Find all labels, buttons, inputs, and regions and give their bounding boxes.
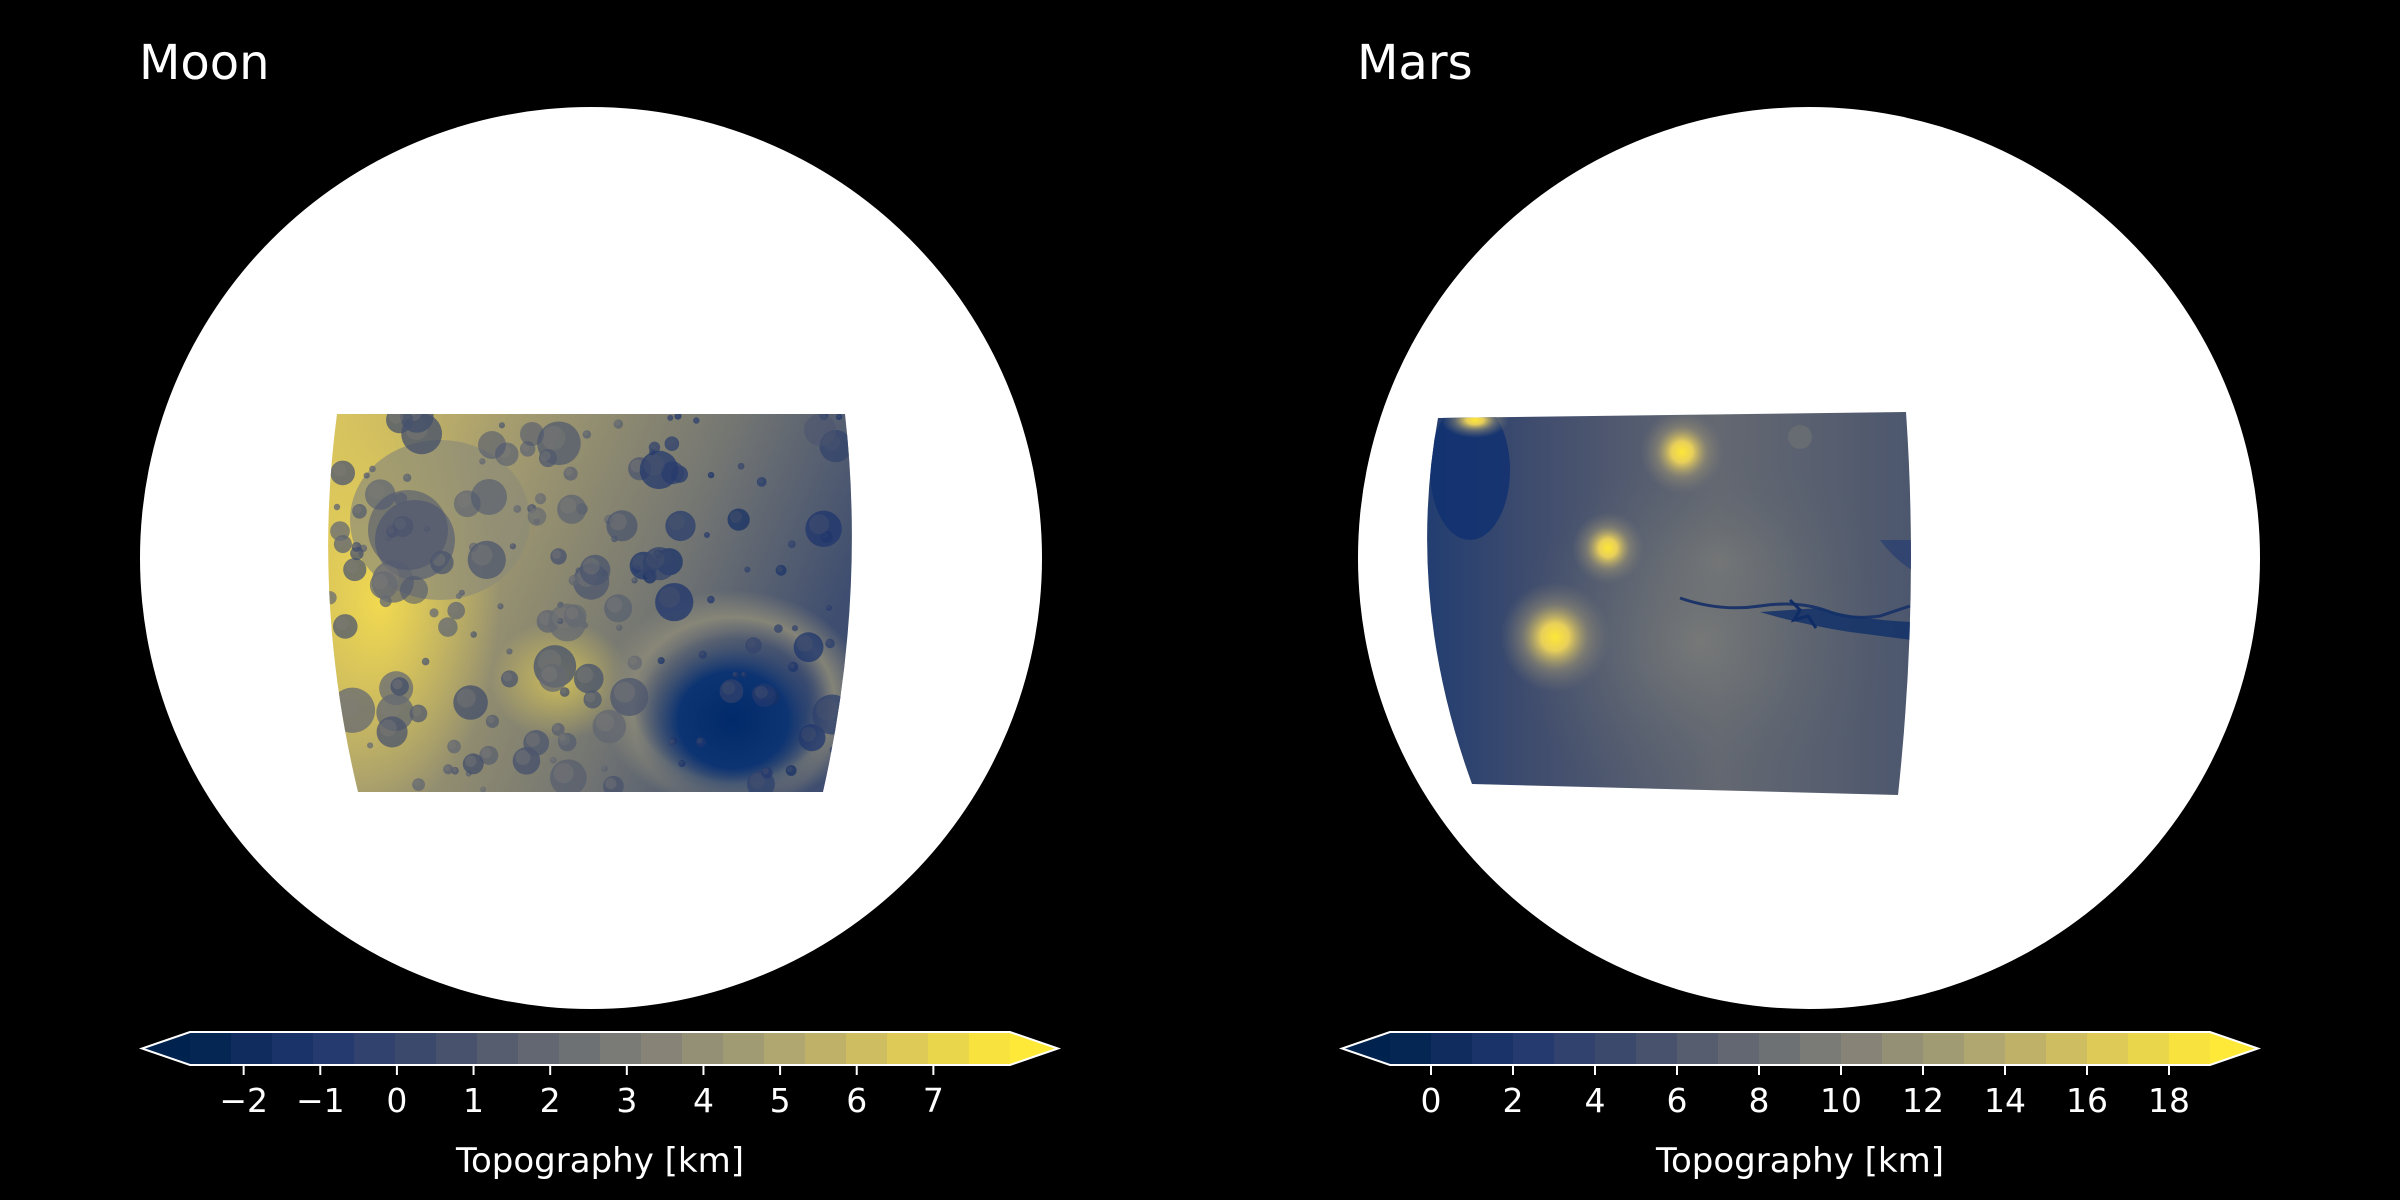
moon-colorbar-level: [805, 1032, 847, 1065]
mars-colorbar-extend-min: [1342, 1032, 1390, 1065]
mars-colorbar-level: [2128, 1032, 2170, 1065]
mars-colorbar-label: Topography [km]: [1655, 1141, 1944, 1181]
mars-colorbar-tick-label: 4: [1585, 1081, 1606, 1120]
moon-colorbar-tick-label: 1: [463, 1081, 484, 1120]
moon-colorbar-tick-label: 4: [693, 1081, 714, 1120]
moon-colorbar-ticks: −2 −1 0 1 2 3 4 5 6 7: [219, 1065, 944, 1120]
mars-colorbar-level: [1841, 1032, 1883, 1065]
mars-colorbar-level: [1390, 1032, 1432, 1065]
moon-colorbar-level: [764, 1032, 806, 1065]
moon-colorbar-tick-label: 0: [386, 1081, 407, 1120]
mars-colorbar-levels: [1390, 1032, 2211, 1065]
mars-colorbar-level: [1431, 1032, 1473, 1065]
volcano-marker: [1640, 412, 1724, 494]
mars-colorbar-tick-label: 2: [1503, 1081, 1524, 1120]
mars-topography-map: [1427, 412, 1911, 795]
moon-colorbar-tick-label: 3: [616, 1081, 637, 1120]
moon-colorbar-level: [518, 1032, 560, 1065]
moon-colorbar-level: [969, 1032, 1011, 1065]
mars-colorbar-tick-label: 16: [2066, 1081, 2108, 1120]
mars-colorbar: 0 2 4 6 8 10 12 14 16 18 Topography [km]: [1338, 1031, 2262, 1181]
mars-panel: Mars: [1357, 35, 2260, 1009]
mars-colorbar-level: [1882, 1032, 1924, 1065]
mars-colorbar-level: [2169, 1032, 2211, 1065]
mars-colorbar-level: [2046, 1032, 2088, 1065]
mars-colorbar-level: [1636, 1032, 1678, 1065]
moon-colorbar-level: [313, 1032, 355, 1065]
moon-colorbar-extend-max: [1010, 1032, 1058, 1065]
moon-topography-map: [328, 414, 852, 792]
moon-colorbar-level: [354, 1032, 396, 1065]
mars-colorbar-level: [2005, 1032, 2047, 1065]
moon-colorbar-level: [436, 1032, 478, 1065]
mars-colorbar-tick-label: 14: [1984, 1081, 2026, 1120]
moon-colorbar-tick-label: −2: [219, 1081, 268, 1120]
moon-colorbar-levels: [190, 1032, 1011, 1065]
mars-colorbar-extend-max: [2210, 1032, 2258, 1065]
mars-colorbar-tick-label: 0: [1421, 1081, 1442, 1120]
mars-colorbar-level: [1513, 1032, 1555, 1065]
moon-colorbar-level: [231, 1032, 273, 1065]
moon-colorbar-level: [190, 1032, 232, 1065]
mars-colorbar-outline: [1338, 1031, 2262, 1066]
mars-title: Mars: [1357, 35, 1473, 91]
mars-colorbar-tick-label: 8: [1749, 1081, 1770, 1120]
moon-colorbar-level: [928, 1032, 970, 1065]
moon-colorbar-level: [395, 1032, 437, 1065]
moon-colorbar-level: [887, 1032, 929, 1065]
mars-colorbar-level: [1554, 1032, 1596, 1065]
moon-colorbar-extend-min: [142, 1032, 190, 1065]
moon-colorbar-level: [272, 1032, 314, 1065]
mars-colorbar-tick-label: 12: [1902, 1081, 1944, 1120]
mars-colorbar-level: [1923, 1032, 1965, 1065]
moon-colorbar: −2 −1 0 1 2 3 4 5 6 7 Topography [km]: [138, 1031, 1062, 1181]
mars-colorbar-ticks: 0 2 4 6 8 10 12 14 16 18: [1421, 1065, 2190, 1120]
moon-colorbar-level: [559, 1032, 601, 1065]
mars-colorbar-level: [1759, 1032, 1801, 1065]
moon-colorbar-level: [846, 1032, 888, 1065]
mars-colorbar-level: [1800, 1032, 1842, 1065]
moon-colorbar-label: Topography [km]: [455, 1141, 744, 1181]
mars-colorbar-tick-label: 18: [2148, 1081, 2190, 1120]
moon-colorbar-level: [600, 1032, 642, 1065]
mars-colorbar-level: [1472, 1032, 1514, 1065]
mars-colorbar-tick-label: 10: [1820, 1081, 1862, 1120]
moon-panel: Moon: [139, 35, 1042, 1009]
mars-colorbar-level: [1964, 1032, 2006, 1065]
moon-colorbar-level: [723, 1032, 765, 1065]
moon-colorbar-level: [641, 1032, 683, 1065]
moon-colorbar-tick-label: 5: [770, 1081, 791, 1120]
volcano-marker: [1572, 512, 1644, 584]
volcano-marker: [1500, 582, 1610, 692]
mars-colorbar-level: [1677, 1032, 1719, 1065]
moon-colorbar-tick-label: 6: [846, 1081, 867, 1120]
moon-colorbar-tick-label: 2: [540, 1081, 561, 1120]
mars-colorbar-level: [1595, 1032, 1637, 1065]
moon-colorbar-outline: [138, 1031, 1062, 1066]
moon-colorbar-level: [682, 1032, 724, 1065]
moon-colorbar-tick-label: 7: [923, 1081, 944, 1120]
moon-colorbar-tick-label: −1: [296, 1081, 345, 1120]
moon-colorbar-level: [477, 1032, 519, 1065]
mars-colorbar-level: [1718, 1032, 1760, 1065]
mars-colorbar-level: [2087, 1032, 2129, 1065]
mars-colorbar-tick-label: 6: [1667, 1081, 1688, 1120]
moon-title: Moon: [139, 35, 270, 91]
